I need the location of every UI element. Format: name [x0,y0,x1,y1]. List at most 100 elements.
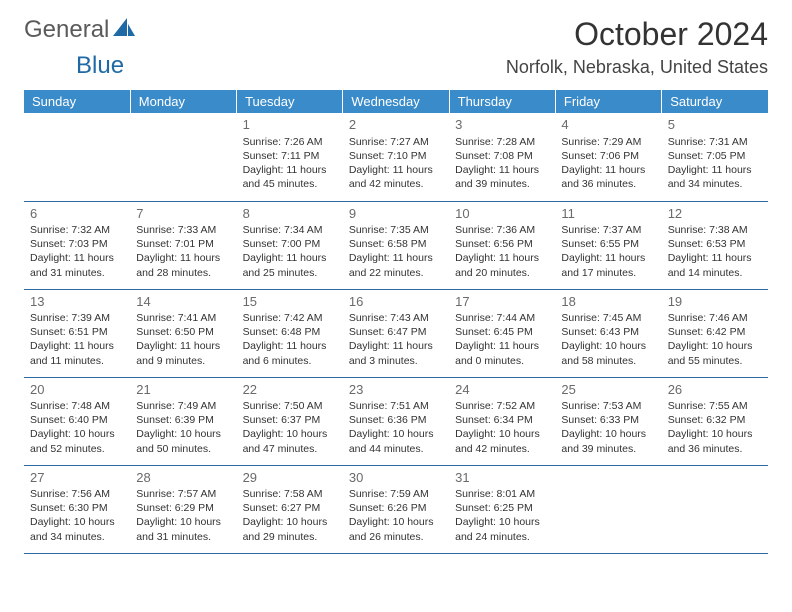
sunset-line: Sunset: 6:39 PM [136,413,230,427]
sunset-line: Sunset: 6:29 PM [136,501,230,515]
daylight-line: Daylight: 11 hours and 6 minutes. [243,339,337,367]
day-number: 6 [30,205,124,223]
sunset-line: Sunset: 6:27 PM [243,501,337,515]
sunset-line: Sunset: 7:05 PM [668,149,762,163]
sunrise-line: Sunrise: 7:35 AM [349,223,443,237]
sunset-line: Sunset: 6:32 PM [668,413,762,427]
calendar-cell: 14Sunrise: 7:41 AMSunset: 6:50 PMDayligh… [130,289,236,377]
calendar-cell: 13Sunrise: 7:39 AMSunset: 6:51 PMDayligh… [24,289,130,377]
daylight-line: Daylight: 10 hours and 50 minutes. [136,427,230,455]
sunrise-line: Sunrise: 7:56 AM [30,487,124,501]
day-number: 23 [349,381,443,399]
daylight-line: Daylight: 11 hours and 36 minutes. [561,163,655,191]
calendar-cell: 18Sunrise: 7:45 AMSunset: 6:43 PMDayligh… [555,289,661,377]
calendar-cell: 29Sunrise: 7:58 AMSunset: 6:27 PMDayligh… [237,465,343,553]
sunrise-line: Sunrise: 7:43 AM [349,311,443,325]
day-number: 24 [455,381,549,399]
calendar-cell: 15Sunrise: 7:42 AMSunset: 6:48 PMDayligh… [237,289,343,377]
sunset-line: Sunset: 6:36 PM [349,413,443,427]
day-number: 31 [455,469,549,487]
calendar-cell: 9Sunrise: 7:35 AMSunset: 6:58 PMDaylight… [343,201,449,289]
sunrise-line: Sunrise: 7:28 AM [455,135,549,149]
calendar-cell: 19Sunrise: 7:46 AMSunset: 6:42 PMDayligh… [662,289,768,377]
day-number: 9 [349,205,443,223]
calendar-cell: 22Sunrise: 7:50 AMSunset: 6:37 PMDayligh… [237,377,343,465]
col-saturday: Saturday [662,90,768,113]
calendar-row: 27Sunrise: 7:56 AMSunset: 6:30 PMDayligh… [24,465,768,553]
sunrise-line: Sunrise: 7:37 AM [561,223,655,237]
day-number: 28 [136,469,230,487]
col-wednesday: Wednesday [343,90,449,113]
daylight-line: Daylight: 10 hours and 39 minutes. [561,427,655,455]
daylight-line: Daylight: 10 hours and 34 minutes. [30,515,124,543]
day-number: 3 [455,116,549,134]
sunset-line: Sunset: 6:56 PM [455,237,549,251]
day-number: 4 [561,116,655,134]
sunrise-line: Sunrise: 7:26 AM [243,135,337,149]
sunset-line: Sunset: 6:33 PM [561,413,655,427]
brand-word-2: Blue [76,52,124,80]
sunset-line: Sunset: 6:53 PM [668,237,762,251]
daylight-line: Daylight: 11 hours and 17 minutes. [561,251,655,279]
daylight-line: Daylight: 10 hours and 29 minutes. [243,515,337,543]
sunset-line: Sunset: 6:50 PM [136,325,230,339]
sunset-line: Sunset: 6:42 PM [668,325,762,339]
sunset-line: Sunset: 6:48 PM [243,325,337,339]
daylight-line: Daylight: 11 hours and 9 minutes. [136,339,230,367]
calendar-cell: 7Sunrise: 7:33 AMSunset: 7:01 PMDaylight… [130,201,236,289]
col-thursday: Thursday [449,90,555,113]
col-tuesday: Tuesday [237,90,343,113]
sunrise-line: Sunrise: 7:41 AM [136,311,230,325]
day-number: 26 [668,381,762,399]
sunset-line: Sunset: 6:26 PM [349,501,443,515]
sunset-line: Sunset: 7:01 PM [136,237,230,251]
day-number: 19 [668,293,762,311]
calendar-cell [130,113,236,201]
calendar-cell [24,113,130,201]
calendar-cell: 1Sunrise: 7:26 AMSunset: 7:11 PMDaylight… [237,113,343,201]
sunset-line: Sunset: 6:58 PM [349,237,443,251]
daylight-line: Daylight: 11 hours and 14 minutes. [668,251,762,279]
daylight-line: Daylight: 11 hours and 11 minutes. [30,339,124,367]
sunrise-line: Sunrise: 7:27 AM [349,135,443,149]
calendar-cell: 3Sunrise: 7:28 AMSunset: 7:08 PMDaylight… [449,113,555,201]
sunrise-line: Sunrise: 7:51 AM [349,399,443,413]
daylight-line: Daylight: 10 hours and 55 minutes. [668,339,762,367]
daylight-line: Daylight: 10 hours and 47 minutes. [243,427,337,455]
calendar-cell: 25Sunrise: 7:53 AMSunset: 6:33 PMDayligh… [555,377,661,465]
sunrise-line: Sunrise: 7:34 AM [243,223,337,237]
day-number: 17 [455,293,549,311]
location: Norfolk, Nebraska, United States [506,57,768,78]
day-number: 10 [455,205,549,223]
calendar-cell: 17Sunrise: 7:44 AMSunset: 6:45 PMDayligh… [449,289,555,377]
sunset-line: Sunset: 7:03 PM [30,237,124,251]
calendar-table: Sunday Monday Tuesday Wednesday Thursday… [24,90,768,554]
daylight-line: Daylight: 10 hours and 44 minutes. [349,427,443,455]
sunrise-line: Sunrise: 7:53 AM [561,399,655,413]
calendar-cell: 6Sunrise: 7:32 AMSunset: 7:03 PMDaylight… [24,201,130,289]
day-number: 16 [349,293,443,311]
sunrise-line: Sunrise: 7:50 AM [243,399,337,413]
sunrise-line: Sunrise: 7:38 AM [668,223,762,237]
sunrise-line: Sunrise: 7:52 AM [455,399,549,413]
sail-icon [113,16,135,36]
calendar-cell: 8Sunrise: 7:34 AMSunset: 7:00 PMDaylight… [237,201,343,289]
daylight-line: Daylight: 10 hours and 24 minutes. [455,515,549,543]
daylight-line: Daylight: 10 hours and 31 minutes. [136,515,230,543]
day-number: 1 [243,116,337,134]
sunset-line: Sunset: 6:34 PM [455,413,549,427]
sunset-line: Sunset: 6:40 PM [30,413,124,427]
daylight-line: Daylight: 11 hours and 39 minutes. [455,163,549,191]
sunset-line: Sunset: 6:25 PM [455,501,549,515]
daylight-line: Daylight: 11 hours and 34 minutes. [668,163,762,191]
calendar-cell: 30Sunrise: 7:59 AMSunset: 6:26 PMDayligh… [343,465,449,553]
sunrise-line: Sunrise: 8:01 AM [455,487,549,501]
col-friday: Friday [555,90,661,113]
daylight-line: Daylight: 10 hours and 42 minutes. [455,427,549,455]
sunset-line: Sunset: 7:11 PM [243,149,337,163]
day-number: 20 [30,381,124,399]
calendar-cell: 2Sunrise: 7:27 AMSunset: 7:10 PMDaylight… [343,113,449,201]
sunrise-line: Sunrise: 7:33 AM [136,223,230,237]
day-number: 7 [136,205,230,223]
sunset-line: Sunset: 6:47 PM [349,325,443,339]
